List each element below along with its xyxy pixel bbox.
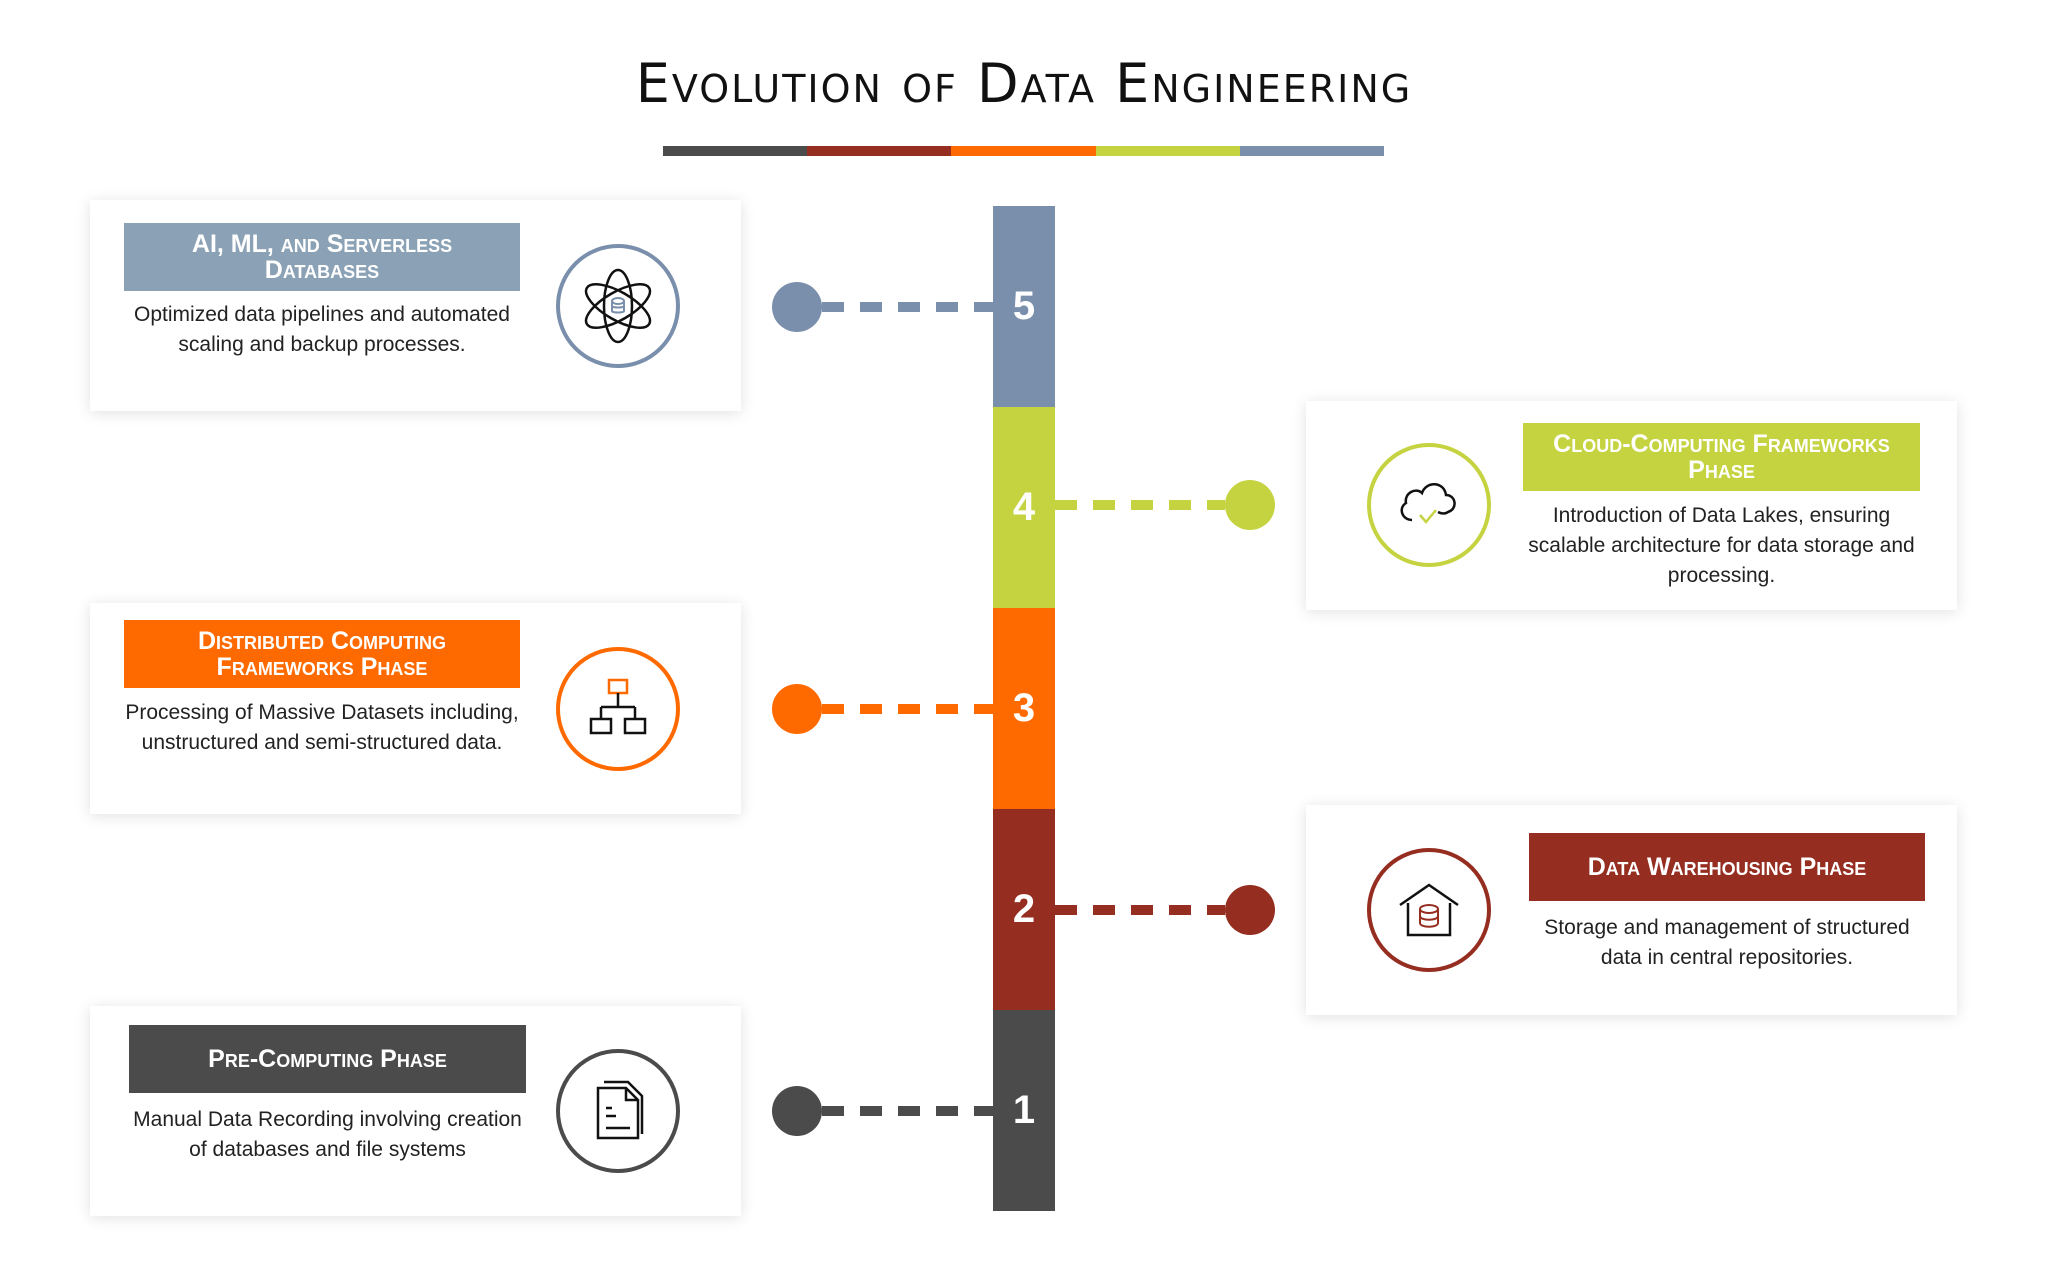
color-bar-segment	[807, 146, 952, 156]
timeline-segment-1: 1	[993, 1010, 1055, 1211]
phase-description: Manual Data Recording involving creation…	[133, 1108, 522, 1161]
phase-card-3: Distributed Computing Frameworks Phase P…	[90, 603, 741, 814]
atom-database-icon	[556, 244, 680, 368]
phase-description: Processing of Massive Datasets including…	[125, 701, 519, 754]
warehouse-database-icon	[1367, 848, 1491, 972]
phase-description: Optimized data pipelines and automated s…	[134, 303, 510, 356]
phase-title: Pre-Computing Phase	[129, 1025, 526, 1093]
connector-dot-5	[772, 282, 822, 332]
connector-dot-3	[772, 684, 822, 734]
timeline-segment-4: 4	[993, 407, 1055, 608]
connector-dash-2	[1055, 905, 1225, 915]
phase-title: Distributed Computing Frameworks Phase	[124, 620, 520, 688]
phase-description: Storage and management of structured dat…	[1544, 916, 1910, 969]
cloud-check-icon	[1367, 443, 1491, 567]
phase-card-2: Data Warehousing Phase Storage and manag…	[1306, 805, 1957, 1015]
phase-card-4: Cloud-Computing Frameworks Phase Introdu…	[1306, 401, 1957, 610]
hierarchy-network-icon	[556, 647, 680, 771]
connector-dash-4	[1055, 500, 1225, 510]
timeline-segment-5: 5	[993, 206, 1055, 407]
color-bar	[663, 146, 1385, 156]
color-bar-segment	[951, 146, 1096, 156]
color-bar-segment	[1239, 146, 1385, 156]
timeline-segment-2: 2	[993, 809, 1055, 1010]
connector-dash-3	[822, 704, 993, 714]
color-bar-segment	[1095, 146, 1240, 156]
connector-dot-2	[1225, 885, 1275, 935]
phase-title: Cloud-Computing Frameworks Phase	[1523, 423, 1920, 491]
color-bar-segment	[663, 146, 808, 156]
phase-description: Introduction of Data Lakes, ensuring sca…	[1528, 504, 1915, 587]
phase-title: AI, ML, and Serverless Databases	[124, 223, 520, 291]
phase-title: Data Warehousing Phase	[1529, 833, 1925, 901]
connector-dash-1	[822, 1106, 993, 1116]
timeline-segment-3: 3	[993, 608, 1055, 809]
connector-dot-4	[1225, 480, 1275, 530]
page-title: Evolution of Data Engineering	[635, 52, 1413, 115]
phase-card-1: Pre-Computing Phase Manual Data Recordin…	[90, 1006, 741, 1216]
connector-dot-1	[772, 1086, 822, 1136]
phase-card-5: AI, ML, and Serverless Databases Optimiz…	[90, 200, 741, 411]
document-icon	[556, 1049, 680, 1173]
connector-dash-5	[822, 302, 993, 312]
